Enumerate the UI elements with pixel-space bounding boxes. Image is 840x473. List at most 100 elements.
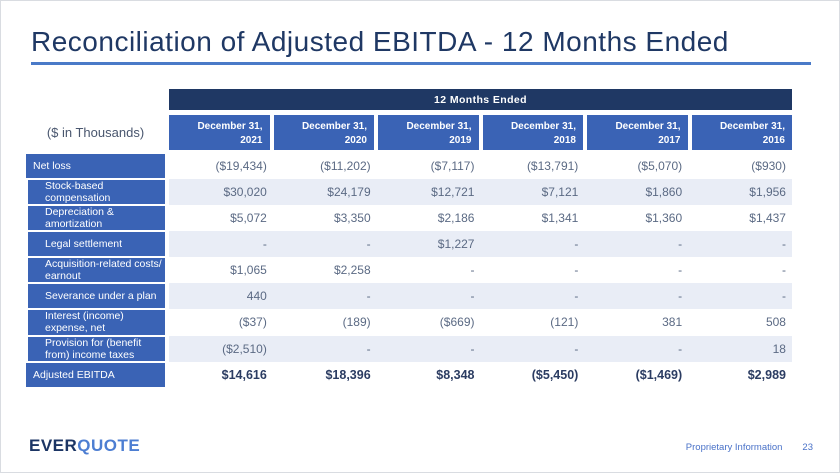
column-header-line1: December 31,	[719, 121, 785, 132]
everquote-logo: EVERQUOTE	[29, 436, 140, 456]
ebitda-reconciliation-table: 12 Months Ended ($ in Thousands) Decembe…	[26, 89, 792, 388]
cell-value: $3,350	[333, 211, 371, 226]
cell-value: (121)	[550, 315, 579, 330]
row-values: - - $1,227 - - -	[169, 231, 792, 258]
cell-value: ($7,117)	[430, 159, 475, 173]
footer: Proprietary Information 23	[686, 442, 813, 453]
cell-value: $12,721	[431, 185, 475, 200]
table-row-severance-under-a-plan: Severance under a plan 440 - - - - -	[26, 283, 792, 310]
cell-value: -	[470, 289, 475, 304]
cell-value: 440	[246, 289, 267, 304]
row-label-stock-based-compensation: Stock-based compensation	[28, 180, 165, 205]
label-column-spacer	[26, 89, 165, 110]
cell-value: ($1,469)	[635, 367, 683, 382]
row-label-text: Provision for (benefit from) income taxe…	[45, 336, 142, 361]
row-label-text: Net loss	[33, 159, 71, 172]
cell-value: -	[470, 341, 475, 356]
row-label-adjusted-ebitda: Adjusted EBITDA	[26, 362, 165, 387]
row-values: $30,020 $24,179 $12,721 $7,121 $1,860 $1…	[169, 179, 792, 206]
table-row-net-loss: Net loss ($19,434) ($11,202) ($7,117) ($…	[26, 153, 792, 179]
proprietary-note: Proprietary Information	[685, 442, 783, 453]
cell-value: ($5,070)	[637, 159, 683, 173]
row-label-text: Legal settlement	[45, 238, 123, 251]
cell-value: ($930)	[751, 159, 786, 173]
cell-value: $5,072	[230, 211, 267, 226]
cell-value: -	[574, 289, 579, 304]
row-label-text: Depreciation & amortization	[45, 206, 114, 231]
table-row-depreciation-amortization: Depreciation & amortization $5,072 $3,35…	[26, 205, 792, 231]
cell-value: $14,616	[221, 367, 267, 382]
cell-value: ($37)	[238, 315, 267, 330]
cell-value: 18	[772, 341, 786, 356]
column-header-dec-31-2019: December 31, 2019	[378, 115, 479, 150]
cell-value: $30,020	[223, 185, 267, 200]
page-number: 23	[802, 442, 813, 453]
column-header-line1: December 31,	[301, 121, 367, 132]
cell-value: $1,227	[437, 237, 475, 252]
cell-value: $2,186	[437, 211, 475, 226]
column-header-line1: December 31,	[615, 121, 681, 132]
column-header-dec-31-2020: December 31, 2020	[273, 115, 374, 150]
page-title: Reconciliation of Adjusted EBITDA - 12 M…	[31, 26, 729, 57]
title-underline	[31, 62, 811, 65]
cell-value: $1,341	[541, 211, 579, 226]
cell-value: -	[781, 237, 786, 252]
column-header-row: ($ in Thousands) December 31, 2021 Decemb…	[26, 115, 792, 150]
row-label-severance-under-a-plan: Severance under a plan	[28, 284, 165, 309]
cell-value: -	[678, 289, 683, 304]
cell-value: $1,956	[749, 185, 786, 200]
column-header-line1: December 31,	[510, 121, 576, 132]
cell-value: (189)	[342, 315, 371, 330]
table-row-provision-income-taxes: Provision for (benefit from) income taxe…	[26, 335, 792, 362]
cell-value: ($11,202)	[320, 159, 371, 173]
cell-value: -	[574, 237, 579, 252]
row-label-text: Adjusted EBITDA	[33, 368, 115, 381]
row-values: $14,616 $18,396 $8,348 ($5,450) ($1,469)…	[169, 362, 792, 388]
column-header-dec-31-2018: December 31, 2018	[482, 115, 583, 150]
row-values: ($2,510) - - - - 18	[169, 335, 792, 362]
row-label-text: Severance under a plan	[45, 290, 157, 303]
cell-value: -	[678, 341, 683, 356]
cell-value: 381	[662, 315, 683, 330]
logo-ever-text: EVER	[29, 436, 78, 455]
span-header: 12 Months Ended	[169, 89, 792, 110]
column-header-line1: December 31,	[406, 121, 472, 132]
row-label-text: Stock-based compensation	[45, 180, 111, 205]
cell-value: -	[781, 289, 786, 304]
cell-value: -	[781, 263, 786, 278]
cell-value: -	[366, 237, 371, 252]
cell-value: -	[366, 289, 371, 304]
row-values: $5,072 $3,350 $2,186 $1,341 $1,360 $1,43…	[169, 205, 792, 231]
cell-value: ($5,450)	[531, 367, 579, 382]
row-label-legal-settlement: Legal settlement	[28, 232, 165, 257]
row-label-text: Interest (income) expense, net	[45, 310, 124, 335]
row-label-text: Acquisition-related costs/ earnout	[45, 258, 162, 283]
cell-value: -	[366, 341, 371, 356]
cell-value: ($669)	[439, 315, 475, 330]
row-values: ($19,434) ($11,202) ($7,117) ($13,791) (…	[169, 153, 792, 179]
column-header-dec-31-2017: December 31, 2017	[587, 115, 688, 150]
column-header-dec-31-2021: December 31, 2021	[169, 115, 270, 150]
cell-value: $1,860	[645, 185, 683, 200]
row-values: $1,065 $2,258 - - - -	[169, 257, 792, 283]
cell-value: $1,065	[230, 263, 267, 278]
column-header-year: 2016	[762, 135, 785, 146]
span-header-row: 12 Months Ended	[26, 89, 792, 110]
cell-value: -	[262, 237, 267, 252]
column-header-year: 2021	[240, 135, 263, 146]
cell-value: ($19,434)	[215, 159, 267, 173]
cell-value: $7,121	[541, 185, 579, 200]
cell-value: -	[678, 263, 683, 278]
row-label-provision-income-taxes: Provision for (benefit from) income taxe…	[28, 336, 165, 361]
table-row-interest-income-expense: Interest (income) expense, net ($37) (18…	[26, 309, 792, 335]
column-header-year: 2020	[344, 135, 367, 146]
cell-value: $18,396	[325, 367, 371, 382]
column-header-dec-31-2016: December 31, 2016	[691, 115, 792, 150]
row-values: ($37) (189) ($669) (121) 381 508	[169, 309, 792, 335]
cell-value: $8,348	[436, 367, 475, 382]
cell-value: -	[574, 341, 579, 356]
table-row-stock-based-compensation: Stock-based compensation $30,020 $24,179…	[26, 179, 792, 206]
cell-value: $2,989	[747, 367, 786, 382]
cell-value: -	[574, 263, 579, 278]
